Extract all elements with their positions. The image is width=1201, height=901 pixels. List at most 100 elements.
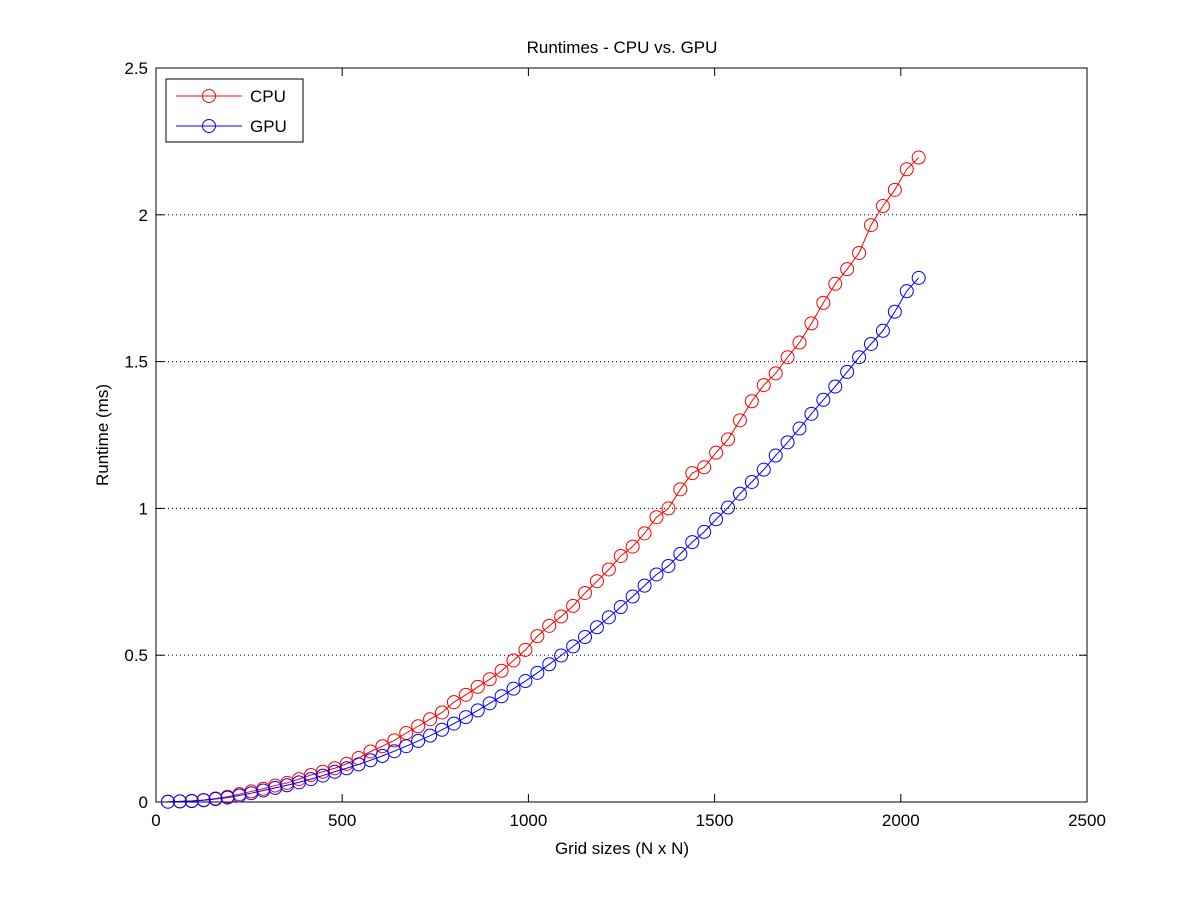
data-point-gpu: [375, 748, 390, 763]
data-point-cpu: [423, 712, 438, 727]
data-point-cpu: [482, 672, 497, 687]
data-point-cpu: [828, 276, 843, 291]
data-point-cpu: [864, 218, 879, 233]
data-point-cpu: [554, 609, 569, 624]
x-tick-label: 0: [151, 811, 160, 830]
data-point-cpu: [661, 501, 676, 516]
data-point-gpu: [542, 657, 557, 672]
y-tick-label: 0.5: [124, 646, 148, 665]
data-point-gpu: [578, 630, 592, 644]
data-point-gpu: [887, 304, 902, 319]
data-point-gpu: [172, 794, 187, 809]
data-point-gpu: [184, 794, 199, 809]
data-point-cpu: [435, 705, 449, 720]
x-tick-label: 1000: [509, 811, 547, 830]
data-point-cpu: [673, 482, 688, 497]
data-point-gpu: [613, 600, 628, 615]
x-tick-label: 2000: [882, 811, 920, 830]
data-point-gpu: [601, 610, 616, 625]
y-tick-labels: 0 0.5 1 1.5 2 2.5: [124, 59, 148, 812]
data-point-cpu: [542, 618, 557, 633]
data-point-gpu: [220, 790, 235, 805]
data-point-gpu: [423, 728, 438, 743]
data-point-gpu: [208, 792, 223, 807]
data-point-cpu: [601, 562, 616, 577]
legend-label-gpu: GPU: [250, 117, 287, 136]
data-point-cpu: [375, 739, 390, 754]
x-tick-label: 2500: [1068, 811, 1106, 830]
data-point-gpu: [458, 710, 473, 725]
x-tick-label: 1500: [696, 811, 734, 830]
data-point-cpu: [411, 719, 426, 734]
data-point-cpu: [625, 539, 640, 554]
data-point-gpu: [649, 567, 664, 582]
x-axis-label: Grid sizes (N x N): [555, 839, 689, 858]
data-point-gpu: [411, 733, 426, 748]
data-point-gpu: [911, 270, 926, 285]
data-point-gpu: [625, 589, 640, 604]
data-point-cpu: [649, 510, 664, 525]
data-point-gpu: [852, 350, 867, 365]
data-point-gpu: [530, 665, 545, 680]
data-point-cpu: [387, 733, 402, 748]
legend-marker-gpu: [202, 119, 216, 133]
axis-ticks: [155, 67, 1088, 803]
y-axis-label: Runtime (ms): [93, 384, 112, 486]
data-point-cpu: [685, 466, 700, 481]
data-point-cpu: [756, 378, 771, 393]
legend-entry-gpu: GPU: [176, 117, 287, 136]
x-tick-label: 500: [328, 811, 356, 830]
data-point-gpu: [685, 535, 700, 550]
data-point-cpu: [697, 460, 712, 475]
data-point-cpu: [446, 695, 461, 710]
data-point-cpu: [637, 526, 652, 541]
data-point-cpu: [709, 445, 724, 460]
data-point-cpu: [768, 366, 783, 381]
data-point-gpu: [756, 462, 771, 477]
data-point-cpu: [816, 295, 831, 310]
data-point-gpu: [804, 406, 819, 421]
y-tick-label: 1: [139, 499, 148, 518]
data-point-gpu: [768, 448, 783, 463]
y-tick-label: 1.5: [124, 353, 148, 372]
data-point-cpu: [518, 642, 533, 657]
data-point-gpu: [899, 284, 914, 299]
data-point-gpu: [482, 696, 497, 711]
data-point-gpu: [589, 620, 604, 635]
data-point-gpu: [661, 558, 676, 573]
data-point-cpu: [840, 262, 855, 277]
data-point-gpu: [828, 379, 843, 394]
legend-label-cpu: CPU: [250, 87, 286, 106]
legend-box: [165, 78, 304, 143]
data-point-gpu: [446, 716, 461, 731]
data-point-gpu: [780, 435, 795, 450]
y-tick-label: 0: [139, 793, 148, 812]
data-point-gpu: [566, 639, 581, 654]
plot-area-frame: [155, 67, 1088, 803]
data-point-cpu: [458, 687, 473, 702]
chart-title: Runtimes - CPU vs. GPU: [527, 38, 718, 57]
data-point-gpu: [232, 788, 247, 803]
data-point-cpu: [792, 335, 807, 350]
data-point-cpu: [887, 182, 902, 197]
data-point-cpu: [852, 245, 867, 260]
data-point-gpu: [494, 689, 509, 704]
data-point-gpu: [518, 674, 533, 689]
data-series: [160, 150, 926, 809]
data-point-gpu: [875, 323, 890, 338]
data-point-cpu: [780, 350, 795, 365]
data-point-cpu: [494, 663, 509, 678]
legend-entry-cpu: CPU: [176, 87, 286, 106]
data-point-cpu: [613, 548, 628, 563]
data-point-gpu: [435, 722, 449, 737]
data-point-gpu: [399, 739, 414, 754]
data-point-cpu: [804, 316, 819, 331]
data-point-cpu: [721, 432, 736, 447]
data-point-gpu: [709, 512, 724, 527]
data-point-cpu: [578, 585, 592, 600]
data-point-cpu: [875, 198, 890, 213]
data-point-cpu: [470, 679, 485, 694]
data-point-gpu: [637, 578, 652, 593]
